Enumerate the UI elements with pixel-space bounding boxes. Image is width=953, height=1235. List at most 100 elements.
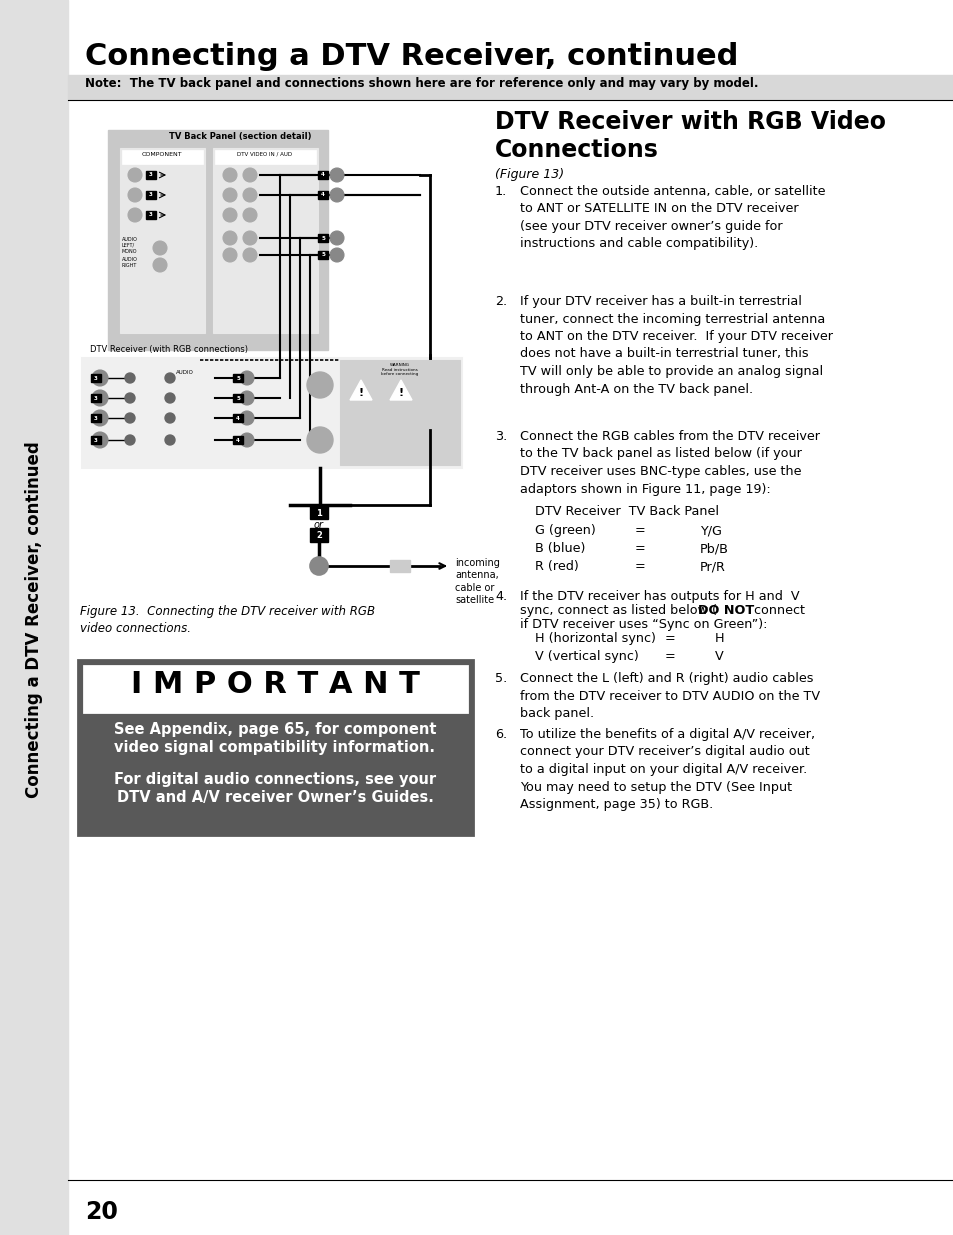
Polygon shape [350, 380, 372, 400]
Bar [310, 529, 328, 542]
Text: 2: 2 [315, 531, 321, 541]
Text: 3: 3 [149, 193, 152, 198]
Bar [122, 149, 203, 164]
Text: =: = [635, 559, 645, 573]
Circle shape [165, 412, 174, 424]
Circle shape [165, 435, 174, 445]
Text: =: = [635, 542, 645, 555]
Text: DTV Receiver  TV Back Panel: DTV Receiver TV Back Panel [535, 505, 719, 517]
Circle shape [152, 241, 167, 254]
Text: DO NOT: DO NOT [698, 604, 754, 618]
Text: 3: 3 [149, 212, 152, 217]
Bar [310, 505, 328, 519]
Bar [120, 148, 205, 333]
Text: 1: 1 [315, 509, 321, 517]
Text: Connections: Connections [495, 138, 659, 162]
Text: 4: 4 [321, 193, 325, 198]
Text: (Figure 13): (Figure 13) [495, 168, 563, 182]
Circle shape [330, 188, 344, 203]
Text: 20: 20 [85, 1200, 118, 1224]
Circle shape [165, 373, 174, 383]
Text: !: ! [398, 388, 403, 398]
Bar [91, 394, 101, 403]
Bar [233, 414, 243, 422]
Circle shape [91, 370, 108, 387]
Circle shape [243, 168, 256, 182]
Text: Connect the L (left) and R (right) audio cables
from the DTV receiver to DTV AUD: Connect the L (left) and R (right) audio… [519, 672, 820, 720]
Text: incoming
antenna,
cable or
satellite: incoming antenna, cable or satellite [455, 558, 499, 605]
Text: See Appendix, page 65, for component: See Appendix, page 65, for component [113, 722, 436, 737]
Bar [317, 170, 328, 179]
Text: I M P O R T A N T: I M P O R T A N T [131, 671, 419, 699]
Text: DTV Receiver (with RGB connections): DTV Receiver (with RGB connections) [90, 345, 248, 354]
Circle shape [240, 391, 253, 405]
Bar [78, 659, 473, 835]
Bar [68, 75, 953, 99]
Circle shape [330, 248, 344, 262]
Text: 4: 4 [235, 437, 240, 442]
Circle shape [243, 207, 256, 222]
Bar [146, 211, 156, 219]
Text: 3: 3 [149, 173, 152, 178]
Bar [146, 170, 156, 179]
Text: 5: 5 [321, 236, 325, 241]
Text: 3: 3 [94, 415, 98, 420]
Bar [91, 374, 101, 382]
Text: Pr/R: Pr/R [700, 559, 725, 573]
Circle shape [125, 435, 135, 445]
Text: =: = [664, 632, 675, 645]
Text: !: ! [358, 388, 363, 398]
Text: Connect the outside antenna, cable, or satellite
to ANT or SATELLITE IN on the D: Connect the outside antenna, cable, or s… [519, 185, 824, 251]
Text: TV Back Panel (section detail): TV Back Panel (section detail) [169, 132, 311, 141]
Circle shape [330, 231, 344, 245]
Circle shape [128, 168, 142, 182]
Text: G (green): G (green) [535, 524, 595, 537]
Bar [214, 149, 315, 164]
Text: sync, connect as listed below (: sync, connect as listed below ( [519, 604, 717, 618]
Bar [146, 191, 156, 199]
Text: or: or [314, 520, 324, 530]
Bar [91, 436, 101, 445]
Text: DTV Receiver with RGB Video: DTV Receiver with RGB Video [495, 110, 885, 135]
Bar [390, 559, 410, 572]
Text: B (blue): B (blue) [535, 542, 585, 555]
Text: DTV and A/V receiver Owner’s Guides.: DTV and A/V receiver Owner’s Guides. [116, 790, 433, 805]
Circle shape [223, 248, 236, 262]
Text: 5.: 5. [495, 672, 507, 685]
Circle shape [128, 207, 142, 222]
Circle shape [240, 433, 253, 447]
Text: 1.: 1. [495, 185, 507, 198]
Text: Figure 13.  Connecting the DTV receiver with RGB
video connections.: Figure 13. Connecting the DTV receiver w… [80, 605, 375, 635]
Bar [317, 233, 328, 242]
Text: 4: 4 [321, 173, 325, 178]
Circle shape [307, 427, 333, 453]
Circle shape [91, 432, 108, 448]
Circle shape [310, 557, 328, 576]
Text: 4.: 4. [495, 590, 507, 603]
Text: H: H [714, 632, 724, 645]
Bar [84, 666, 467, 713]
Circle shape [165, 393, 174, 403]
Text: WARNING
Read instructions
before connecting: WARNING Read instructions before connect… [381, 363, 418, 377]
Bar [82, 358, 461, 468]
Text: 5: 5 [235, 375, 240, 380]
Bar [91, 414, 101, 422]
Text: Pb/B: Pb/B [700, 542, 728, 555]
Text: AUDIO: AUDIO [176, 370, 193, 375]
Text: 5: 5 [235, 395, 240, 400]
Text: Note:  The TV back panel and connections shown here are for reference only and m: Note: The TV back panel and connections … [85, 77, 758, 90]
Text: If the DTV receiver has outputs for H and  V: If the DTV receiver has outputs for H an… [519, 590, 799, 603]
Text: video signal compatibility information.: video signal compatibility information. [114, 740, 435, 755]
Circle shape [223, 231, 236, 245]
Circle shape [125, 373, 135, 383]
Text: Connecting a DTV Receiver, continued: Connecting a DTV Receiver, continued [25, 442, 43, 798]
Bar [339, 359, 459, 466]
Polygon shape [390, 380, 412, 400]
Text: if DTV receiver uses “Sync on Green”):: if DTV receiver uses “Sync on Green”): [519, 618, 767, 631]
Text: connect: connect [749, 604, 804, 618]
Circle shape [243, 188, 256, 203]
Text: 3: 3 [94, 375, 98, 380]
Circle shape [125, 412, 135, 424]
Text: =: = [664, 650, 675, 663]
Circle shape [152, 258, 167, 272]
